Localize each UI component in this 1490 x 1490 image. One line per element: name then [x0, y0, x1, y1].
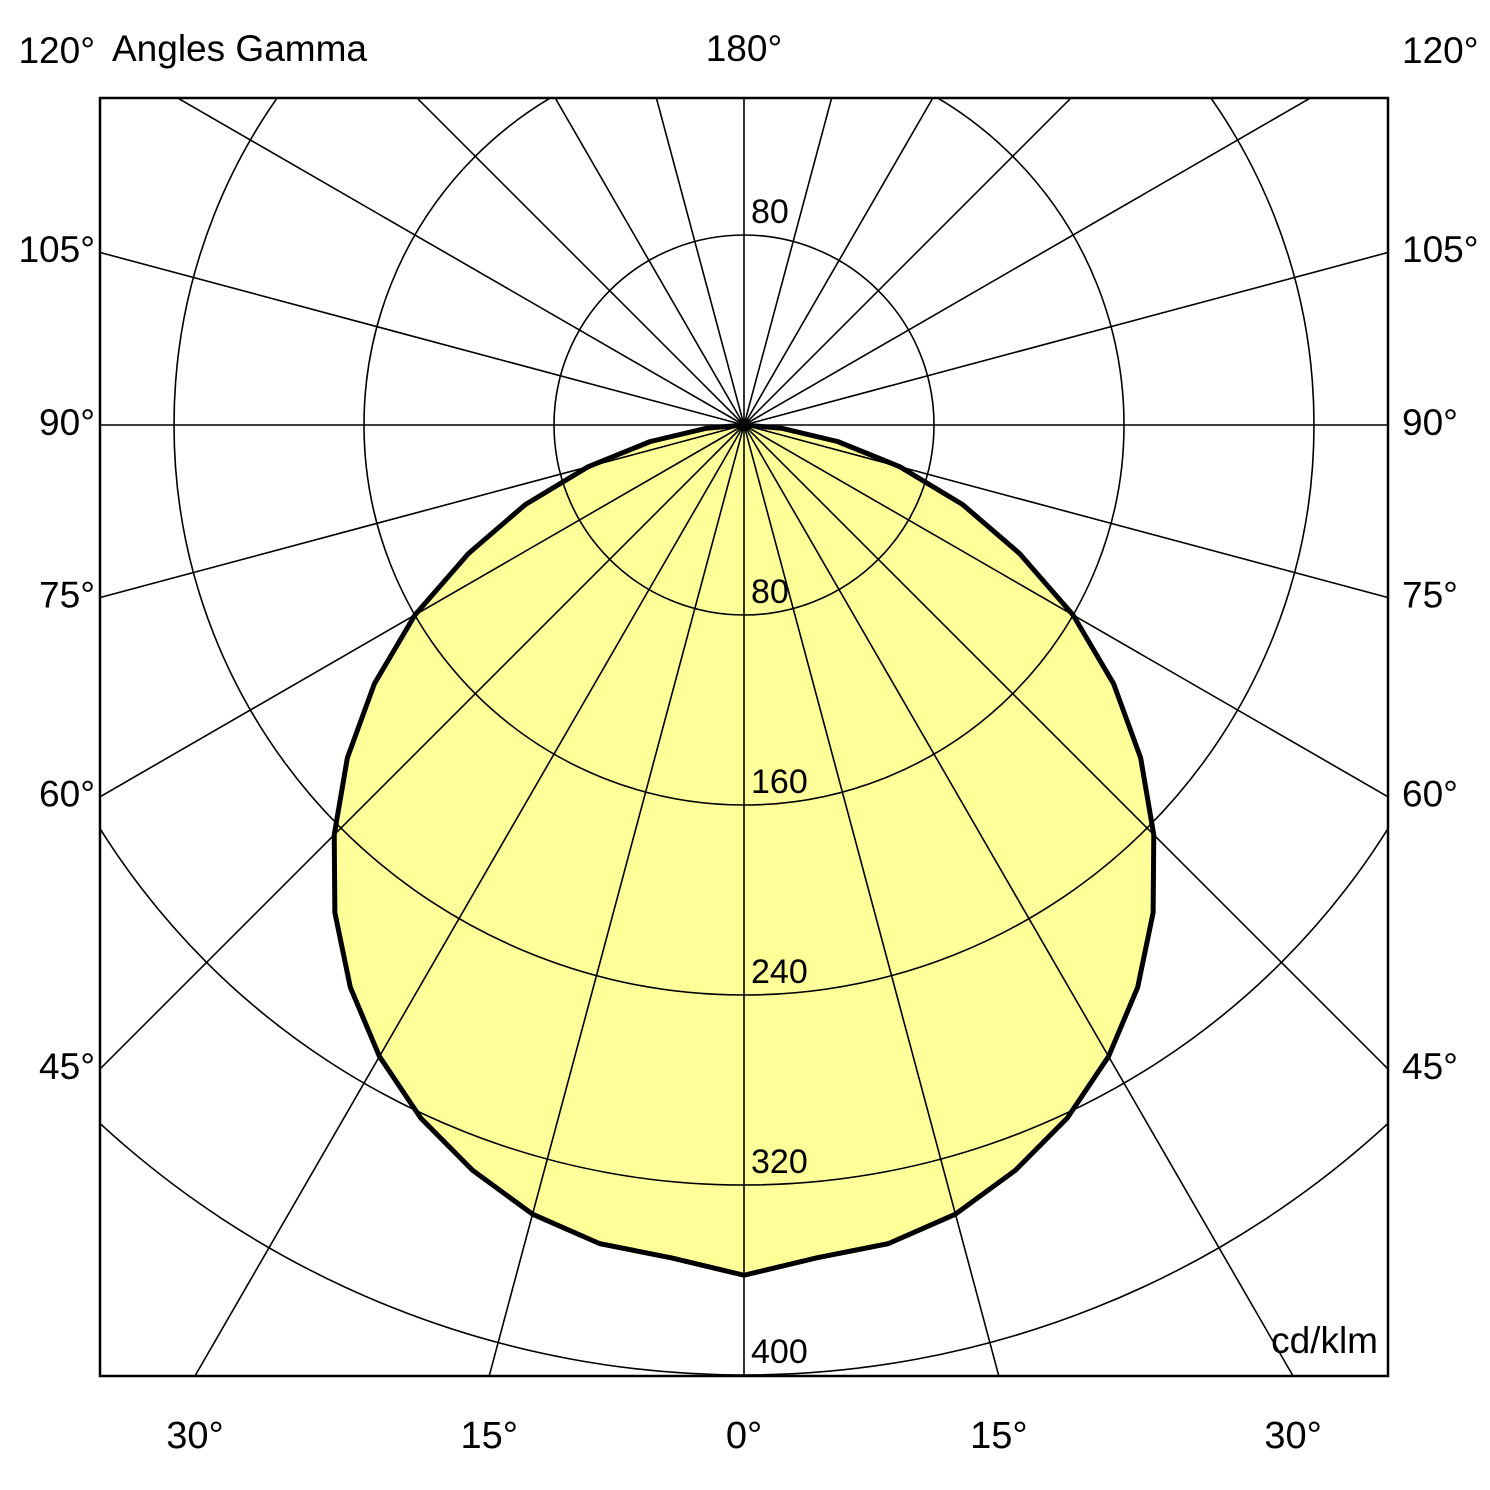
angle-label-right: 90°: [1402, 402, 1458, 443]
angle-label-right: 45°: [1402, 1046, 1458, 1087]
radius-tick-label-above-pole: 80: [751, 193, 789, 231]
gamma-grid-line: [743, 424, 1388, 1071]
angle-label-right: 75°: [1402, 574, 1458, 615]
angle-label-left: 90°: [39, 402, 95, 443]
radius-tick-label: 400: [751, 1333, 808, 1371]
chart-frame: [98, 96, 1390, 1378]
angle-label-bottom: 30°: [1264, 1415, 1321, 1457]
gamma-grid-line: [554, 98, 745, 426]
top-angle-label: 180°: [705, 28, 783, 69]
radius-tick-label: 240: [751, 953, 808, 991]
gamma-grid-line: [100, 251, 745, 426]
gamma-grid-line: [194, 424, 745, 1376]
radius-tick-label: 80: [751, 573, 789, 611]
angle-label-left: 75°: [39, 574, 95, 615]
angle-label-bottom: 15°: [970, 1415, 1027, 1457]
intensity-curve-outline: [331, 422, 1157, 1278]
unit-label: cd/klm: [1271, 1320, 1378, 1361]
gamma-grid-line: [415, 98, 745, 426]
radius-tick-label: 160: [751, 763, 808, 801]
angle-label-right: 120°: [1402, 30, 1479, 71]
gamma-grid-line: [100, 424, 745, 599]
gamma-grid-line: [743, 424, 1388, 599]
gamma-grid-line: [488, 424, 745, 1376]
angle-label-left: 60°: [39, 774, 95, 815]
angle-label-bottom: 30°: [166, 1415, 223, 1457]
gamma-grid-line: [743, 424, 1000, 1376]
gamma-grid-line: [743, 98, 833, 426]
angle-label-left: 105°: [18, 229, 95, 270]
gamma-grid-line: [176, 98, 745, 426]
angle-label-left: 45°: [39, 1046, 95, 1087]
gamma-grid-line: [100, 424, 745, 798]
radius-tick-label: 320: [751, 1143, 808, 1181]
angle-label-bottom: 0°: [726, 1415, 762, 1457]
gamma-grid-line: [743, 251, 1388, 426]
angle-label-left: 120°: [18, 30, 95, 71]
angle-label-bottom: 15°: [460, 1415, 517, 1457]
angle-label-right: 60°: [1402, 774, 1458, 815]
gamma-grid-line: [743, 424, 1388, 798]
gamma-grid-line: [743, 98, 1312, 426]
gamma-grid-line: [100, 424, 745, 1071]
gamma-grid-line: [743, 424, 1294, 1376]
chart-title: Angles Gamma: [112, 28, 367, 69]
gamma-grid-line: [655, 98, 745, 426]
angle-label-right: 105°: [1402, 229, 1479, 270]
gamma-grid-line: [743, 98, 1073, 426]
gamma-grid-line: [743, 98, 934, 426]
